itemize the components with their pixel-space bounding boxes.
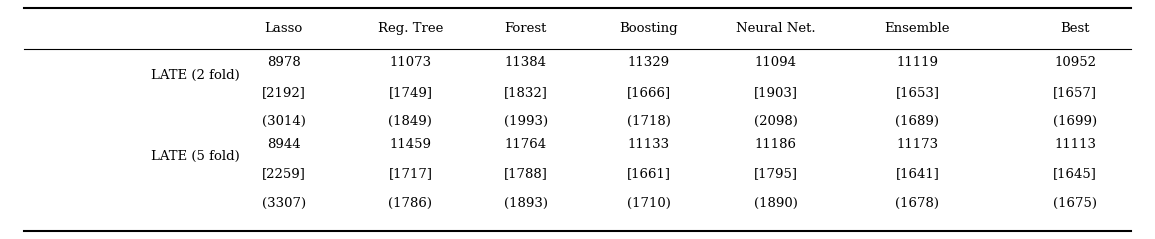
Text: 11119: 11119 (896, 56, 938, 69)
Text: LATE (5 fold): LATE (5 fold) (151, 150, 240, 163)
Text: [2259]: [2259] (262, 167, 306, 180)
Text: 11173: 11173 (896, 138, 939, 151)
Text: [1666]: [1666] (627, 86, 671, 99)
Text: (1710): (1710) (627, 197, 671, 210)
Text: (1893): (1893) (504, 197, 547, 210)
Text: [1661]: [1661] (627, 167, 671, 180)
Text: [1749]: [1749] (388, 86, 432, 99)
Text: Neural Net.: Neural Net. (736, 22, 815, 35)
Text: [1645]: [1645] (1053, 167, 1097, 180)
Text: 11094: 11094 (754, 56, 797, 69)
Text: (1675): (1675) (1053, 197, 1097, 210)
Text: (1678): (1678) (895, 197, 939, 210)
Text: [1653]: [1653] (895, 86, 939, 99)
Text: 8978: 8978 (267, 56, 300, 69)
Text: [1788]: [1788] (504, 167, 547, 180)
Text: 10952: 10952 (1055, 56, 1096, 69)
Text: Best: Best (1060, 22, 1090, 35)
Text: (3014): (3014) (262, 115, 306, 128)
Text: (1993): (1993) (504, 115, 547, 128)
Text: (2098): (2098) (754, 115, 798, 128)
Text: (1849): (1849) (388, 115, 432, 128)
Text: (1718): (1718) (627, 115, 671, 128)
Text: LATE (2 fold): LATE (2 fold) (151, 69, 240, 82)
Text: Lasso: Lasso (264, 22, 303, 35)
Text: (1699): (1699) (1053, 115, 1097, 128)
Text: Boosting: Boosting (619, 22, 678, 35)
Text: (1689): (1689) (895, 115, 939, 128)
Text: 11459: 11459 (389, 138, 432, 151)
Text: 11329: 11329 (628, 56, 670, 69)
Text: [1717]: [1717] (388, 167, 432, 180)
Text: Ensemble: Ensemble (885, 22, 951, 35)
Text: Forest: Forest (505, 22, 546, 35)
Text: [1657]: [1657] (1053, 86, 1097, 99)
Text: 11764: 11764 (505, 138, 546, 151)
Text: 11113: 11113 (1055, 138, 1096, 151)
Text: 8944: 8944 (267, 138, 300, 151)
Text: [1641]: [1641] (895, 167, 939, 180)
Text: (3307): (3307) (262, 197, 306, 210)
Text: [1903]: [1903] (754, 86, 798, 99)
Text: 11384: 11384 (505, 56, 546, 69)
Text: (1786): (1786) (388, 197, 432, 210)
Text: (1890): (1890) (754, 197, 798, 210)
Text: [2192]: [2192] (262, 86, 306, 99)
Text: 11186: 11186 (754, 138, 797, 151)
Text: [1795]: [1795] (754, 167, 798, 180)
Text: [1832]: [1832] (504, 86, 547, 99)
Text: 11133: 11133 (628, 138, 670, 151)
Text: Reg. Tree: Reg. Tree (378, 22, 444, 35)
Text: 11073: 11073 (389, 56, 432, 69)
